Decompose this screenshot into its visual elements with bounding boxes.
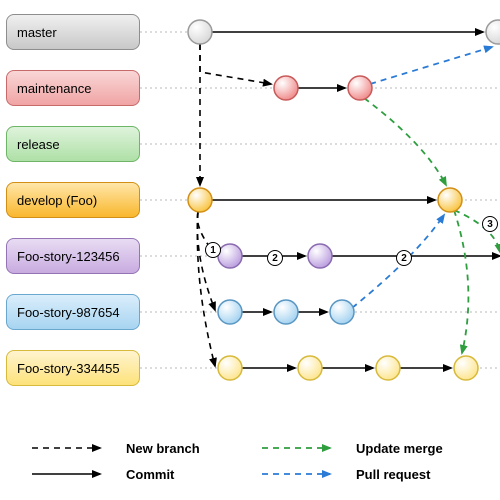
step-badge: 3 (482, 216, 498, 232)
edge-newbranch (197, 212, 215, 310)
branch-label-story1: Foo-story-123456 (6, 238, 140, 274)
branch-label-text: release (17, 137, 60, 152)
git-branch-diagram: master maintenance release develop (Foo) Foo… (0, 0, 500, 500)
legend-label: Commit (126, 467, 174, 482)
legend-item-updatemerge: Update merge (260, 440, 443, 456)
legend-item-newbranch: New branch (30, 440, 200, 456)
commit-node-maintenance (274, 76, 298, 100)
commit-node-story3 (218, 356, 242, 380)
commit-node-master (188, 20, 212, 44)
branch-label-develop: develop (Foo) (6, 182, 140, 218)
commit-node-story3 (376, 356, 400, 380)
branch-label-text: develop (Foo) (17, 193, 97, 208)
commit-node-story3 (454, 356, 478, 380)
commit-node-develop (188, 188, 212, 212)
branch-label-text: maintenance (17, 81, 91, 96)
commit-node-story2 (218, 300, 242, 324)
legend-label: Update merge (356, 441, 443, 456)
commit-node-story1 (308, 244, 332, 268)
commit-node-develop (438, 188, 462, 212)
commit-node-maintenance (348, 76, 372, 100)
edge-newbranch (200, 44, 271, 84)
branch-label-release: release (6, 126, 140, 162)
branch-label-text: Foo-story-987654 (17, 305, 120, 320)
commit-node-master (486, 20, 500, 44)
step-badge: 2 (396, 250, 412, 266)
branch-label-master: master (6, 14, 140, 50)
commit-node-story2 (330, 300, 354, 324)
legend-label: New branch (126, 441, 200, 456)
edge-pullrequest (370, 47, 492, 84)
legend-item-pullrequest: Pull request (260, 466, 430, 482)
legend-label: Pull request (356, 467, 430, 482)
branch-label-text: Foo-story-123456 (17, 249, 120, 264)
branch-label-story3: Foo-story-334455 (6, 350, 140, 386)
branch-label-story2: Foo-story-987654 (6, 294, 140, 330)
branch-label-maintenance: maintenance (6, 70, 140, 106)
step-badge: 1 (205, 242, 221, 258)
branch-label-text: master (17, 25, 57, 40)
commit-node-story1 (218, 244, 242, 268)
branch-label-text: Foo-story-334455 (17, 361, 120, 376)
commit-node-story3 (298, 356, 322, 380)
step-badge: 2 (267, 250, 283, 266)
edge-newbranch (197, 212, 215, 366)
commit-node-story2 (274, 300, 298, 324)
legend-item-commit: Commit (30, 466, 174, 482)
edge-updatemerge (364, 98, 446, 185)
edge-updatemerge (454, 210, 468, 353)
